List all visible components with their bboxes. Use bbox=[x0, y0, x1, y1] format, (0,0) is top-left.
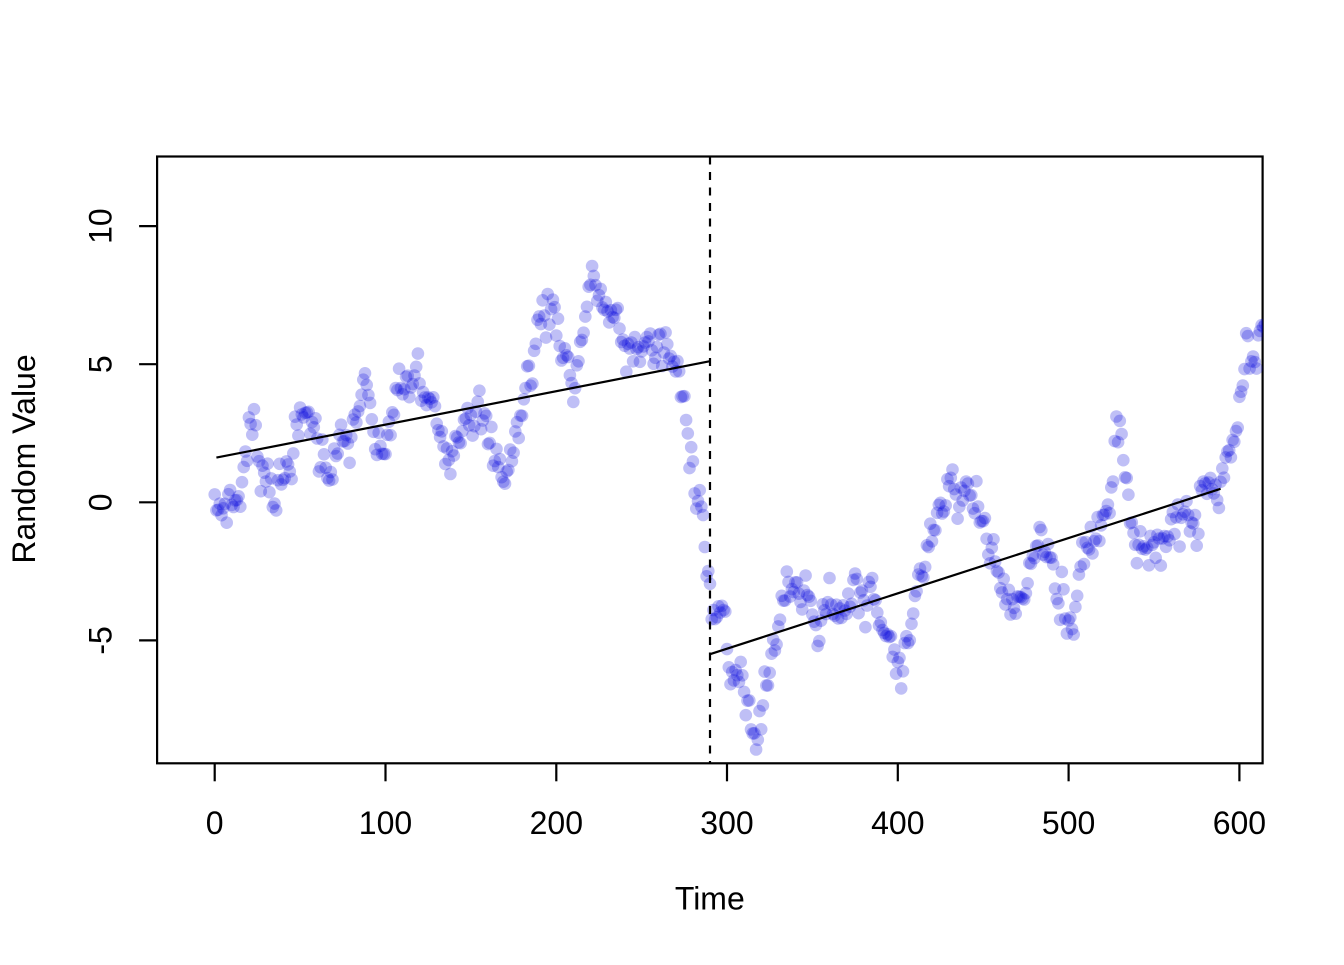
svg-text:300: 300 bbox=[700, 805, 753, 841]
svg-text:0: 0 bbox=[206, 805, 224, 841]
svg-text:Random Value: Random Value bbox=[6, 354, 42, 563]
svg-text:500: 500 bbox=[1042, 805, 1095, 841]
svg-text:100: 100 bbox=[359, 805, 412, 841]
svg-text:0: 0 bbox=[83, 493, 119, 511]
svg-text:400: 400 bbox=[871, 805, 924, 841]
svg-text:10: 10 bbox=[83, 208, 119, 244]
svg-text:5: 5 bbox=[83, 355, 119, 373]
svg-text:600: 600 bbox=[1213, 805, 1266, 841]
svg-text:200: 200 bbox=[530, 805, 583, 841]
svg-text:Time: Time bbox=[675, 881, 745, 917]
svg-text:-5: -5 bbox=[83, 626, 119, 654]
